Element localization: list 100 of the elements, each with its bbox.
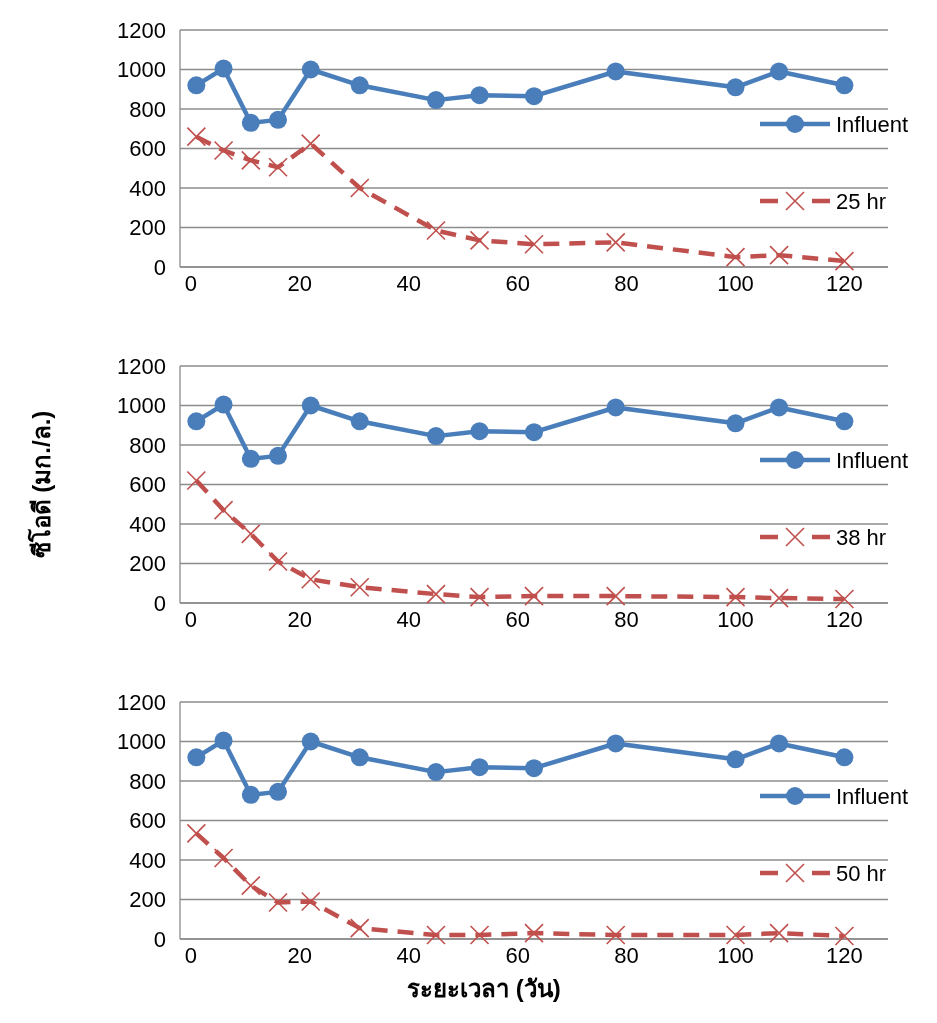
- point: [524, 234, 544, 255]
- x-tick-label: 120: [826, 943, 863, 968]
- point: [187, 76, 206, 95]
- y-tick-label: 1000: [117, 729, 166, 754]
- point: [835, 76, 854, 95]
- point: [605, 232, 626, 253]
- x-tick-label: 20: [287, 943, 313, 968]
- point: [770, 734, 789, 753]
- x-tick-label: 120: [826, 607, 863, 632]
- x-axis-title: ระยะเวลา (วัน): [407, 975, 561, 1002]
- point: [524, 586, 544, 606]
- y-tick-label: 0: [153, 926, 166, 952]
- x-tick-label: 20: [287, 607, 313, 632]
- point: [241, 449, 260, 468]
- point: [525, 759, 543, 778]
- legend-label: 25 hr: [836, 188, 887, 214]
- y-tick-label: 800: [129, 768, 166, 794]
- point: [268, 157, 288, 178]
- point: [241, 785, 260, 804]
- x-tick-label: 40: [396, 271, 421, 296]
- point: [301, 396, 320, 415]
- y-tick-label: 1200: [117, 689, 166, 715]
- point: [241, 150, 261, 171]
- point: [268, 892, 288, 913]
- point: [470, 86, 489, 105]
- point: [726, 414, 745, 433]
- point: [349, 918, 370, 938]
- y-tick-label: 1000: [117, 57, 166, 82]
- point: [301, 732, 320, 751]
- point: [214, 59, 233, 78]
- point: [349, 577, 370, 597]
- point: [186, 126, 207, 147]
- legend-label: 50 hr: [836, 860, 887, 886]
- y-tick-label: 400: [129, 511, 166, 537]
- point: [834, 926, 855, 946]
- point: [213, 140, 234, 161]
- y-tick-label: 1000: [117, 393, 166, 418]
- x-tick-label: 60: [505, 271, 530, 296]
- point: [725, 247, 746, 267]
- point: [770, 62, 789, 81]
- legend-label: 38 hr: [836, 524, 887, 550]
- point: [726, 750, 745, 769]
- point: [769, 245, 789, 265]
- x-tick-label: 120: [826, 271, 863, 296]
- point: [214, 731, 233, 750]
- point: [606, 398, 625, 417]
- point: [525, 87, 543, 106]
- y-tick-label: 600: [129, 808, 166, 833]
- point: [426, 584, 446, 604]
- x-tick-label: 40: [396, 607, 421, 632]
- legend-label: Influent: [836, 783, 909, 809]
- y-tick-label: 200: [129, 215, 166, 240]
- y-tick-label: 400: [129, 847, 166, 873]
- point: [350, 748, 369, 767]
- point: [426, 925, 446, 945]
- point: [186, 823, 207, 844]
- x-tick-label: 100: [717, 943, 754, 968]
- y-tick-label: 400: [129, 175, 166, 201]
- point: [350, 412, 369, 431]
- y-tick-label: 1200: [117, 353, 166, 379]
- point: [350, 76, 369, 95]
- point: [770, 398, 789, 417]
- point: [214, 395, 233, 414]
- x-tick-label: 60: [505, 607, 530, 632]
- x-tick-label: 80: [614, 943, 639, 968]
- point: [726, 78, 745, 97]
- point: [469, 587, 490, 607]
- x-tick-label: 0: [184, 271, 198, 296]
- point: [605, 925, 626, 945]
- x-tick-label: 100: [717, 271, 754, 296]
- point: [606, 734, 625, 753]
- y-tick-label: 800: [129, 432, 166, 458]
- x-tick-label: 60: [505, 943, 530, 968]
- point: [470, 422, 489, 441]
- point: [241, 875, 261, 896]
- point: [426, 763, 445, 782]
- point: [213, 848, 234, 868]
- point: [769, 588, 789, 608]
- point: [300, 569, 321, 590]
- x-tick-label: 80: [614, 607, 639, 632]
- y-tick-label: 1200: [117, 17, 166, 43]
- x-tick-label: 0: [184, 607, 198, 632]
- point: [268, 551, 288, 572]
- point: [470, 758, 489, 777]
- point: [835, 412, 854, 431]
- point: [834, 251, 855, 271]
- point: [187, 748, 206, 767]
- point: [725, 925, 746, 945]
- point: [426, 220, 446, 241]
- point: [300, 133, 321, 154]
- point: [835, 748, 854, 767]
- x-tick-label: 20: [287, 271, 313, 296]
- y-tick-label: 0: [153, 254, 166, 280]
- point: [269, 782, 288, 801]
- point: [269, 110, 288, 129]
- y-tick-label: 800: [129, 96, 166, 122]
- point: [769, 923, 789, 943]
- point: [725, 587, 746, 607]
- point: [469, 925, 490, 945]
- point: [241, 524, 261, 544]
